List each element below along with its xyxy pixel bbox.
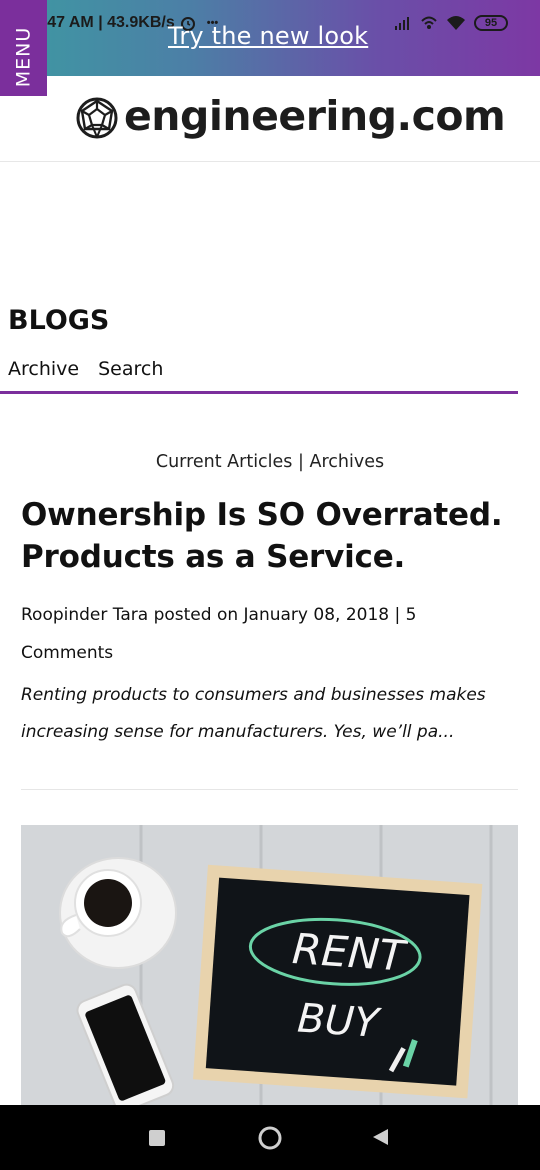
- hotspot-icon: [421, 16, 437, 29]
- blogs-nav-search[interactable]: Search: [98, 358, 164, 380]
- home-circle-icon[interactable]: [257, 1125, 283, 1151]
- blogs-divider: [0, 391, 518, 394]
- battery-indicator: 95: [474, 15, 508, 31]
- signal-icon: [395, 17, 409, 30]
- chalk-rent-text: RENT: [291, 924, 410, 981]
- article-image[interactable]: RENT BUY: [21, 825, 518, 1105]
- try-new-look-link[interactable]: Try the new look: [168, 22, 369, 50]
- status-bar: 2:47 AM | 43.9KB/s •••: [0, 0, 540, 40]
- status-time-info: 2:47 AM | 43.9KB/s: [33, 14, 175, 31]
- archives-link[interactable]: Archives: [309, 452, 385, 472]
- new-look-banner[interactable]: 2:47 AM | 43.9KB/s •••: [0, 0, 540, 76]
- status-more-dots: •••: [206, 17, 219, 29]
- back-triangle-icon[interactable]: [370, 1125, 390, 1149]
- article-image-illustration: RENT BUY: [21, 825, 518, 1105]
- article-links: Current Articles | Archives: [0, 452, 540, 472]
- article-title[interactable]: Ownership Is SO Overrated. Products as a…: [21, 497, 503, 575]
- site-header: engineering.com: [0, 76, 540, 162]
- geodesic-sphere-icon: [76, 97, 118, 139]
- alarm-icon: [180, 17, 195, 31]
- menu-button[interactable]: MENU: [0, 0, 47, 96]
- blogs-heading: BLOGS: [8, 305, 110, 336]
- status-right: 95: [394, 15, 508, 31]
- chalk-buy-text: BUY: [296, 995, 384, 1047]
- status-left: 2:47 AM | 43.9KB/s •••: [33, 14, 218, 32]
- article-excerpt: Renting products to consumers and busine…: [21, 685, 486, 742]
- android-nav-bar: [0, 1105, 540, 1170]
- wifi-icon: [447, 16, 465, 30]
- article-links-separator: |: [298, 452, 304, 472]
- current-articles-link[interactable]: Current Articles: [155, 452, 293, 472]
- recents-square-icon[interactable]: [148, 1125, 166, 1149]
- site-logo-text[interactable]: engineering.com: [124, 92, 506, 140]
- blogs-nav-archive[interactable]: Archive: [8, 358, 80, 380]
- excerpt-divider: [21, 789, 518, 790]
- blogs-nav: Archive Search: [8, 358, 163, 380]
- article-byline: Roopinder Tara posted on January 08, 201…: [21, 605, 417, 663]
